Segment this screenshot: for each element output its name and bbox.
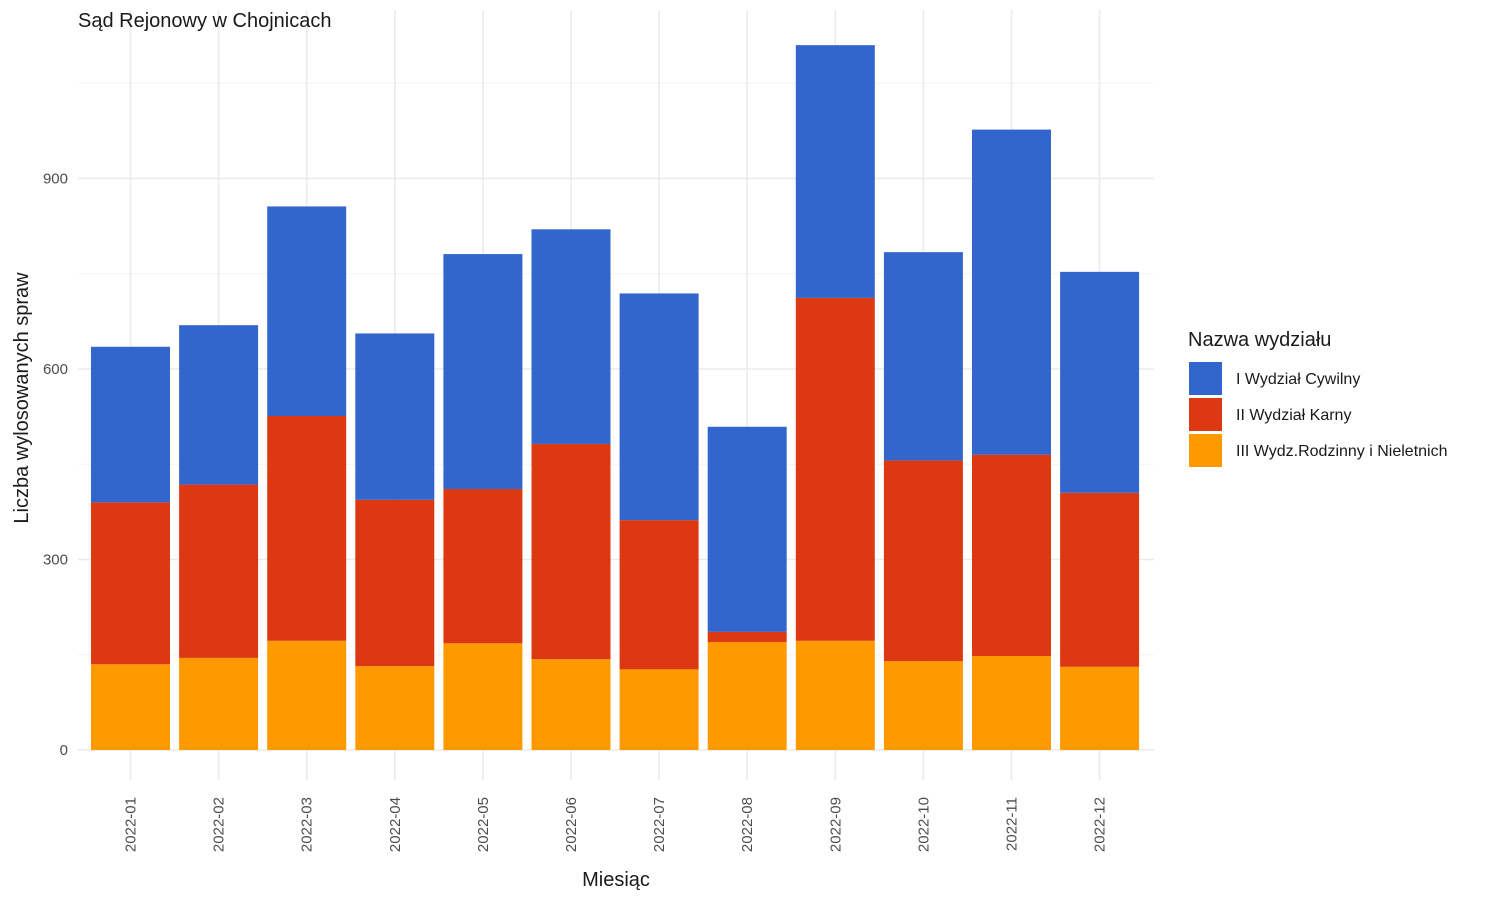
- bar-segment: [91, 346, 170, 503]
- bar-segment: [267, 206, 347, 416]
- bar-segment: [707, 426, 787, 632]
- bar-segment: [531, 659, 611, 750]
- legend-key: [1189, 434, 1222, 467]
- bar-segment: [267, 415, 347, 641]
- y-axis-ticks: 0 300 600 900: [43, 171, 68, 760]
- x-tick-label: 2022-03: [299, 797, 316, 852]
- bar-segment: [1060, 271, 1140, 493]
- x-tick-label: 2022-04: [387, 797, 404, 852]
- bar-segment: [355, 499, 435, 667]
- y-tick-label: 0: [60, 742, 68, 759]
- legend-items: I Wydział Cywilny II Wydział Karny III Wyd…: [1189, 362, 1448, 467]
- bar-segment: [883, 661, 963, 750]
- bar-segment: [795, 297, 875, 641]
- bar-segment: [443, 254, 523, 490]
- bar-segment: [531, 229, 611, 444]
- legend-label: II Wydział Karny: [1236, 407, 1351, 424]
- bar-segment: [179, 657, 259, 750]
- x-tick-label: 2022-10: [915, 797, 932, 852]
- x-tick-label: 2022-08: [739, 797, 756, 852]
- legend-label: I Wydział Cywilny: [1236, 371, 1360, 388]
- bar-segment: [355, 333, 435, 500]
- bar-segment: [1060, 666, 1140, 750]
- x-tick-label: 2022-01: [123, 797, 140, 852]
- legend-key: [1189, 398, 1222, 431]
- x-tick-label: 2022-07: [651, 797, 668, 852]
- bar-segment: [795, 45, 875, 298]
- bar-segment: [619, 669, 699, 750]
- bar-segment: [443, 489, 523, 644]
- legend-title: Nazwa wydziału: [1188, 329, 1331, 351]
- bar-segment: [91, 664, 170, 750]
- y-tick-label: 300: [43, 552, 68, 569]
- bar-segment: [179, 325, 259, 485]
- bar-segment: [972, 454, 1051, 657]
- bar-segment: [1060, 492, 1140, 667]
- bar-segment: [619, 293, 699, 521]
- y-axis-title: Liczba wylosowanych spraw: [11, 272, 33, 524]
- y-tick-label: 900: [43, 171, 68, 188]
- legend-key: [1189, 362, 1222, 395]
- bar-segment: [267, 640, 347, 750]
- bar-segment: [972, 656, 1051, 750]
- bar-segment: [91, 502, 170, 665]
- x-axis-title: Miesiąc: [582, 869, 650, 891]
- bar-segment: [619, 520, 699, 670]
- x-tick-label: 2022-12: [1092, 797, 1109, 852]
- x-tick-label: 2022-05: [475, 797, 492, 852]
- legend: Nazwa wydziału I Wydział Cywilny II Wydzi…: [1188, 329, 1448, 467]
- bar-segment: [443, 643, 523, 750]
- x-tick-label: 2022-09: [827, 797, 844, 852]
- bars: [91, 45, 1140, 750]
- bar-segment: [707, 642, 787, 750]
- x-tick-label: 2022-06: [563, 797, 580, 852]
- x-axis-ticks: 2022-01 2022-02 2022-03 2022-04 2022-05 2022-…: [123, 797, 1109, 852]
- bar-segment: [883, 460, 963, 662]
- legend-label: III Wydz.Rodzinny i Nieletnich: [1236, 443, 1448, 460]
- bar-segment: [531, 443, 611, 660]
- bar-segment: [795, 640, 875, 750]
- x-tick-label: 2022-02: [211, 797, 228, 852]
- x-tick-label: 2022-11: [1004, 797, 1021, 851]
- bar-segment: [355, 666, 435, 750]
- y-tick-label: 600: [43, 361, 68, 378]
- bar-segment: [883, 252, 963, 461]
- chart-title: Sąd Rejonowy w Chojnicach: [78, 10, 331, 32]
- bar-segment: [179, 484, 259, 658]
- bar-segment: [707, 631, 787, 643]
- bar-segment: [972, 129, 1051, 455]
